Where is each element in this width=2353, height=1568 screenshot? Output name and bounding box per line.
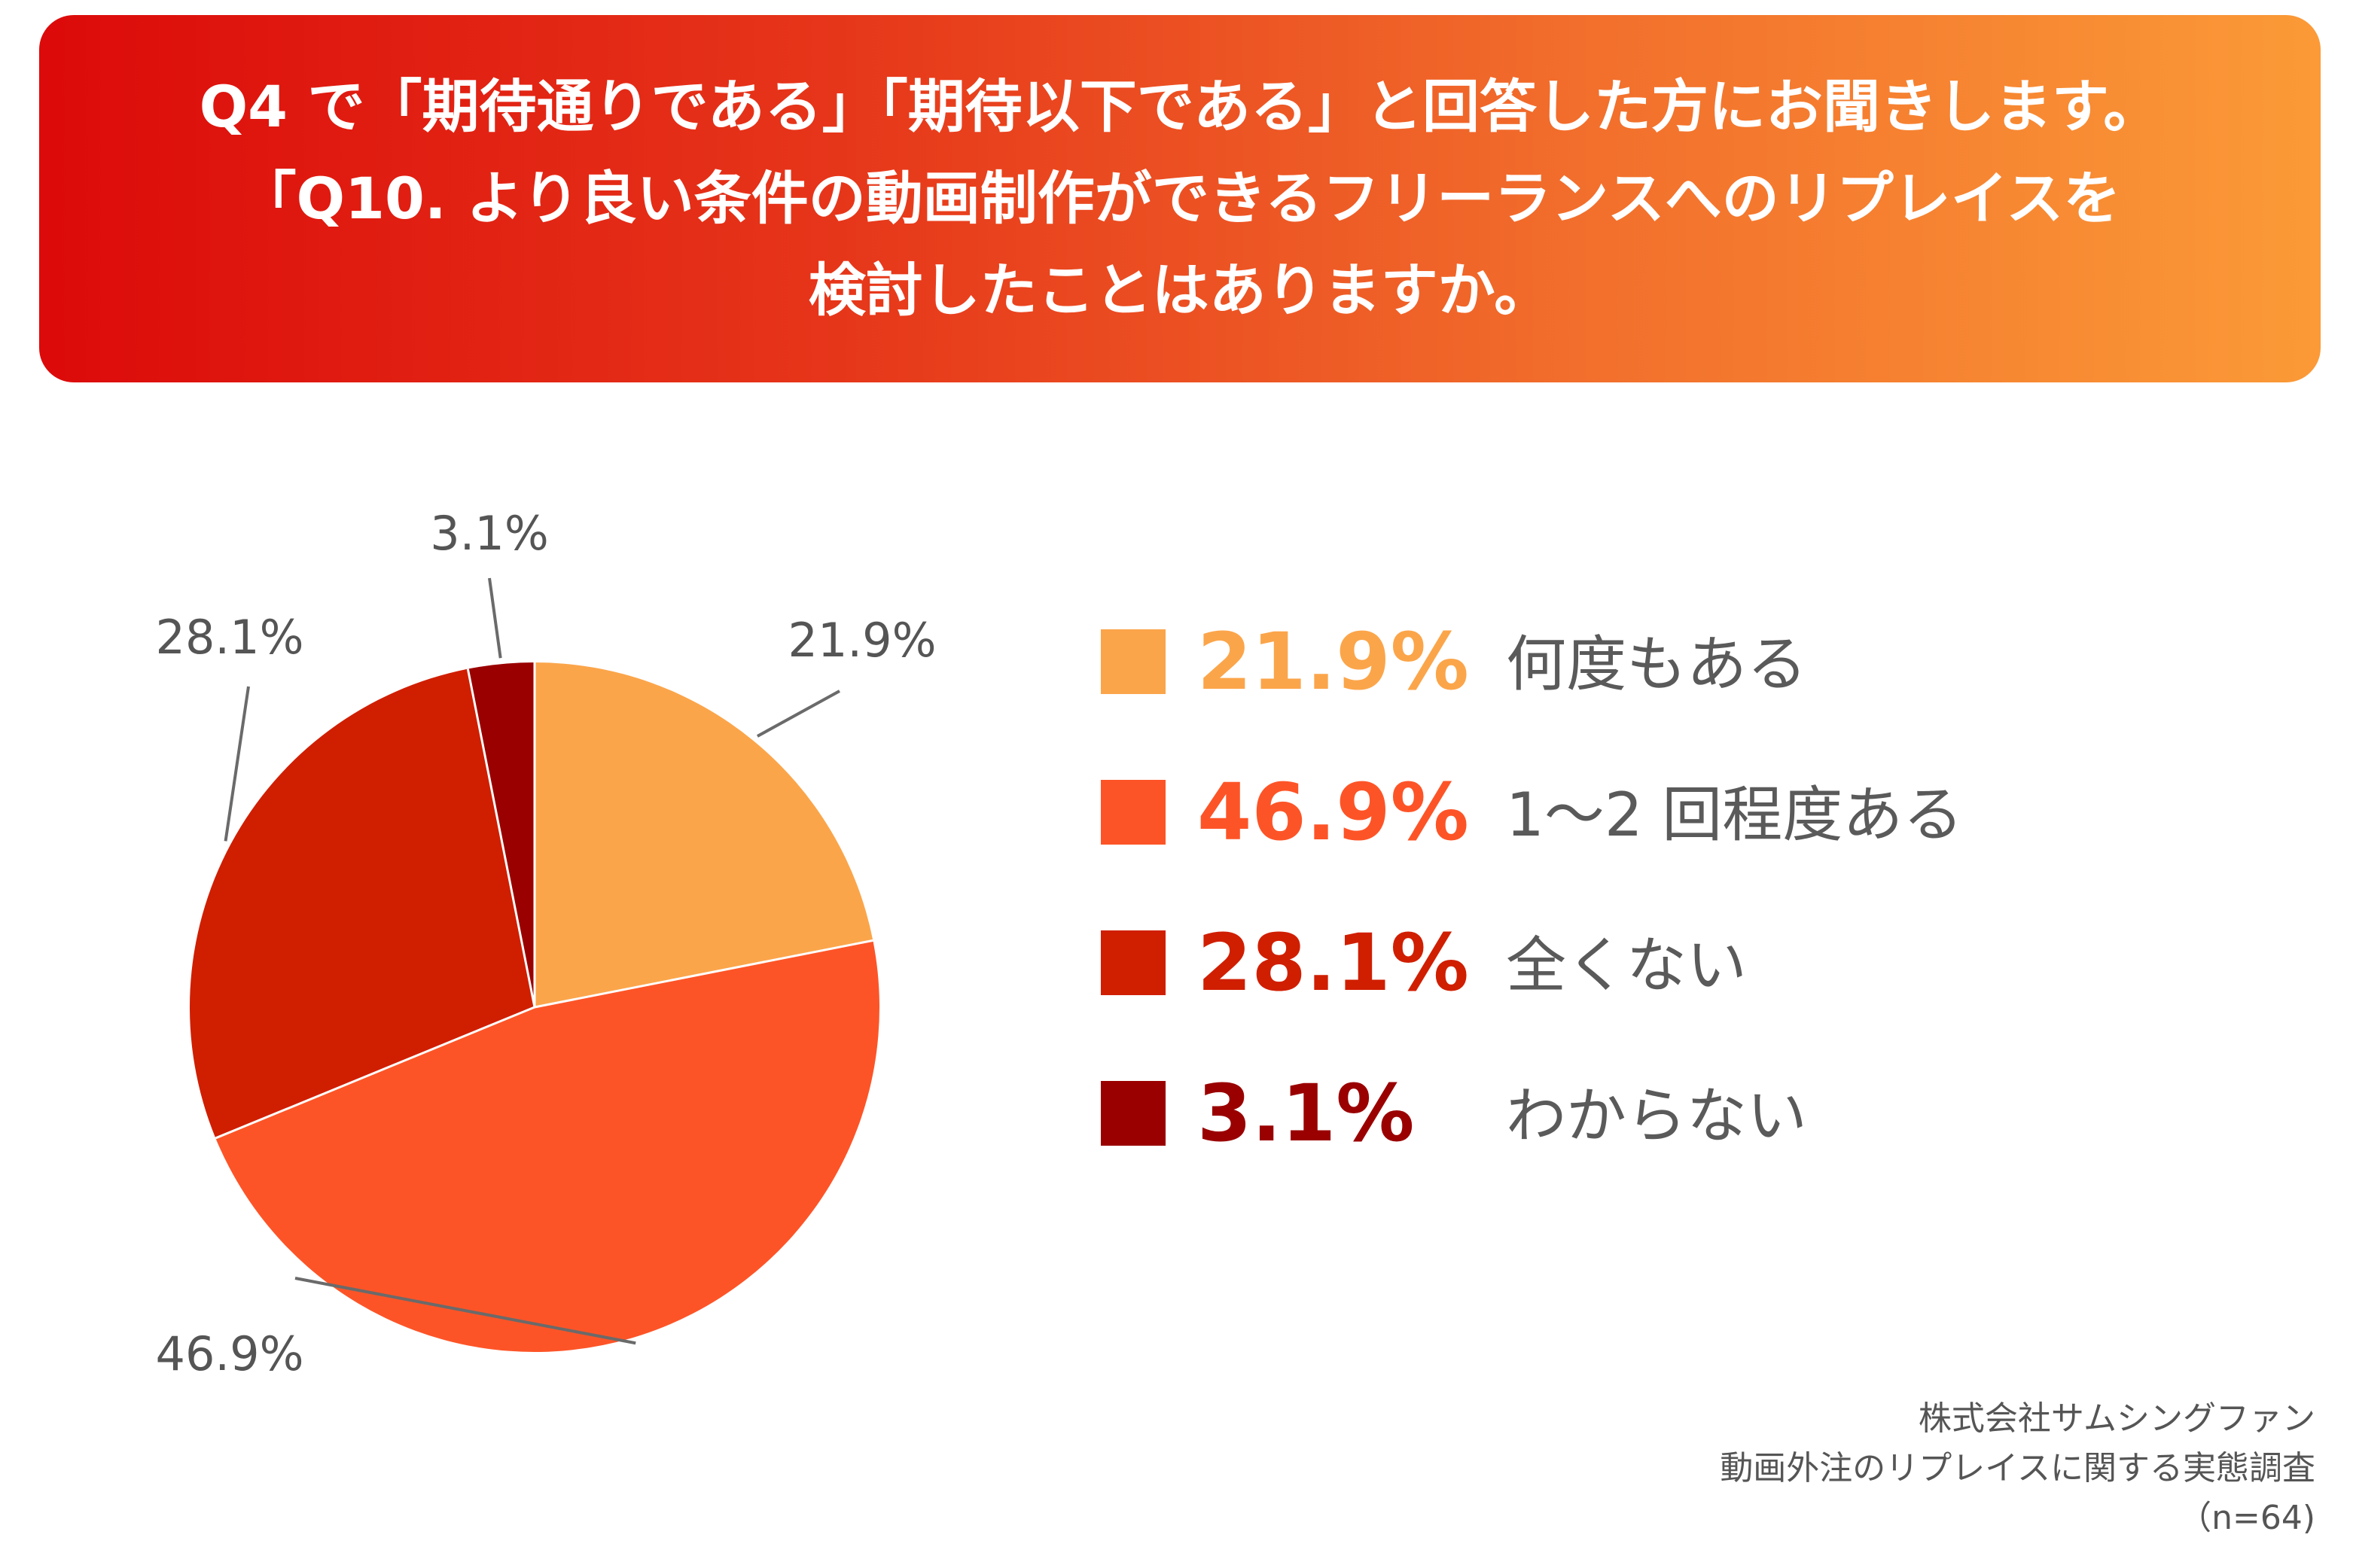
legend-swatch-2 (1101, 930, 1166, 995)
data-label-1: 46.9% (156, 1326, 304, 1381)
legend-label-3: わからない (1506, 1081, 1807, 1151)
leader-line-3 (488, 577, 502, 659)
data-label-2: 28.1% (156, 610, 304, 665)
legend-swatch-0 (1101, 629, 1166, 694)
header-line-2: 「Q10. より良い条件の動画制作ができるフリーランスへのリプレイスを (239, 165, 2121, 232)
pie-slice-1 (215, 940, 880, 1352)
leader-line-0 (756, 690, 840, 738)
pie-slice-0 (535, 662, 873, 1007)
legend-swatch-1 (1101, 780, 1166, 845)
legend-percent-2: 28.1% (1197, 917, 1469, 1009)
pie-slice-2 (190, 668, 535, 1138)
data-label-0: 21.9% (788, 613, 937, 668)
source-survey: 動画外注のリプレイスに関する実態調査 (1720, 1449, 2315, 1487)
data-labels: 21.9% 46.9% 28.1% 3.1% (156, 506, 937, 1381)
pie-slices (190, 662, 880, 1352)
source-sample-size: （n=64) (2178, 1499, 2315, 1537)
leader-lines (224, 577, 840, 1345)
legend-percent-1: 46.9% (1197, 766, 1469, 858)
legend-label-2: 全くない (1506, 930, 1747, 1000)
legend-swatch-3 (1101, 1081, 1166, 1146)
slice-separator-3 (466, 668, 536, 1008)
source-company: 株式会社サムシングファン (1918, 1399, 2315, 1438)
source-note: 株式会社サムシングファン 動画外注のリプレイスに関する実態調査 （n=64) (1720, 1394, 2315, 1543)
data-label-3: 3.1% (430, 506, 549, 561)
legend-percent-0: 21.9% (1197, 616, 1469, 708)
header-banner: Q4 で「期待通りである」「期待以下である」と回答した方にお聞きします。 「Q1… (39, 15, 2321, 382)
slice-separator-2 (215, 1006, 535, 1140)
slice-separator-1 (534, 939, 873, 1009)
header-line-1: Q4 で「期待通りである」「期待以下である」と回答した方にお聞きします。 (199, 73, 2161, 140)
legend-label-0: 何度もある (1506, 629, 1807, 699)
legend-label-1: 1〜2 回程度ある (1506, 780, 1964, 850)
header-line-3: 検討したことはありますか。 (808, 257, 1552, 324)
legend-percent-3: 3.1% (1197, 1067, 1415, 1159)
leader-line-2 (224, 686, 250, 842)
leader-line-1 (294, 1277, 636, 1345)
